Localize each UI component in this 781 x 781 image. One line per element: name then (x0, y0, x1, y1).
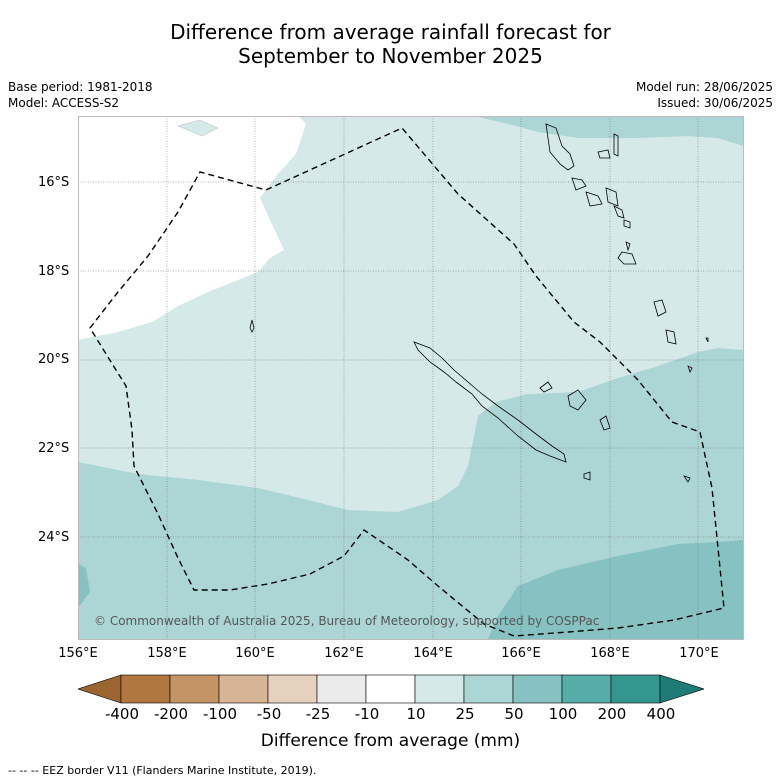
islands (249, 123, 709, 483)
cb-tick-label: 25 (455, 705, 475, 723)
lat-label-18s: 18°S (38, 264, 70, 279)
cb-tick-label: 200 (597, 705, 627, 723)
colorbar-extend-low (77, 674, 122, 704)
meta-left: Base period: 1981-2018 Model: ACCESS-S2 (8, 79, 153, 111)
cb-tick-label: 400 (646, 705, 676, 723)
cb-tick-label: -400 (104, 705, 140, 723)
cb-tick-label: -200 (153, 705, 189, 723)
zone-50-100-left (78, 564, 90, 608)
colorbar-segment (120, 674, 171, 704)
meta-right: Model run: 28/06/2025 Issued: 30/06/2025 (636, 79, 773, 111)
lon-label-168e: 168°E (590, 646, 630, 661)
map-area: © Commonwealth of Australia 2025, Bureau… (78, 116, 743, 639)
colorbar-segment (267, 674, 318, 704)
lon-label-160e: 160°E (235, 646, 275, 661)
lon-label-170e: 170°E (679, 646, 719, 661)
eez-border (89, 127, 725, 637)
title-line-1: Difference from average rainfall forecas… (170, 20, 611, 44)
title-line-2: September to November 2025 (238, 44, 543, 68)
gridlines (78, 116, 743, 639)
lon-label-164e: 164°E (413, 646, 453, 661)
lat-label-22s: 22°S (38, 441, 70, 456)
model-run: Model run: 28/06/2025 (635, 80, 773, 94)
colorbar-title: Difference from average (mm) (260, 731, 521, 751)
copyright-text: © Commonwealth of Australia 2025, Bureau… (94, 614, 600, 628)
colorbar-svg (77, 674, 705, 704)
colorbar-segment (463, 674, 514, 704)
colorbar-segment (610, 674, 661, 704)
colorbar-segment (365, 674, 416, 704)
map-svg (78, 116, 743, 639)
cb-tick-label: -100 (202, 705, 238, 723)
cb-tick-label: 10 (406, 705, 426, 723)
lat-label-24s: 24°S (38, 530, 70, 545)
colorbar-extend-high (659, 674, 705, 704)
colorbar-segment (414, 674, 465, 704)
lon-label-162e: 162°E (324, 646, 364, 661)
colorbar-segment (512, 674, 563, 704)
cb-tick-label: -25 (305, 705, 331, 723)
cb-tick-label: -10 (354, 705, 380, 723)
colorbar-segment (169, 674, 220, 704)
cb-tick-label: -50 (256, 705, 282, 723)
zone-50-100 (488, 540, 743, 639)
zone-25-50-top (474, 116, 743, 146)
cb-tick-label: 50 (504, 705, 524, 723)
lat-label-16s: 16°S (38, 175, 70, 190)
base-period: Base period: 1981-2018 (8, 80, 153, 94)
cb-tick-label: 100 (548, 705, 578, 723)
lat-label-20s: 20°S (38, 352, 70, 367)
colorbar-segment (218, 674, 269, 704)
lon-label-166e: 166°E (501, 646, 541, 661)
model-name: Model: ACCESS-S2 (8, 96, 120, 110)
patch-small (177, 119, 219, 137)
colorbar-segment (561, 674, 612, 704)
colorbar-segment (316, 674, 367, 704)
issued-date: Issued: 30/06/2025 (657, 96, 773, 110)
lon-label-158e: 158°E (147, 646, 187, 661)
colorbar (77, 674, 705, 704)
map-frame (78, 116, 744, 640)
zone-neutral (78, 116, 306, 340)
footer-note: -- -- -- EEZ border V11 (Flanders Marine… (8, 764, 317, 777)
lon-label-156e: 156°E (58, 646, 98, 661)
chart-title: Difference from average rainfall forecas… (0, 20, 781, 68)
